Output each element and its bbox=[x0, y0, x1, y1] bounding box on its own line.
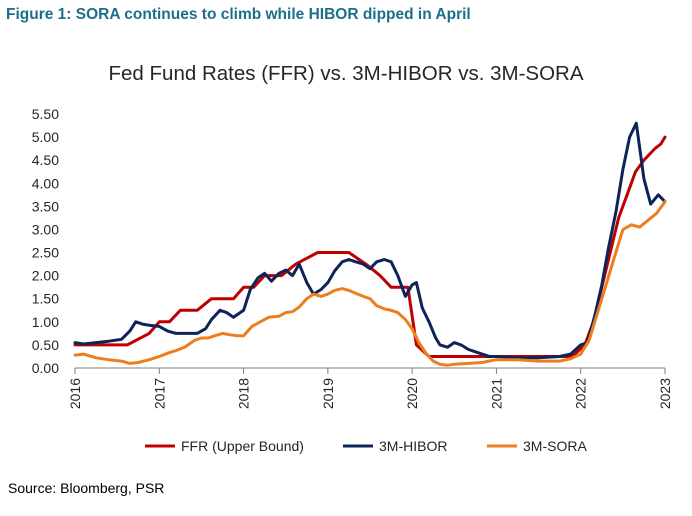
y-tick-label: 0.00 bbox=[32, 360, 59, 376]
y-tick-label: 3.00 bbox=[32, 221, 59, 237]
source-note: Source: Bloomberg, PSR bbox=[8, 480, 165, 496]
y-tick-label: 2.50 bbox=[32, 245, 59, 261]
x-axis: 2016 2017 2018 2019 2020 2021 2022 2023 bbox=[67, 367, 673, 409]
y-tick-label: 1.50 bbox=[32, 291, 59, 307]
series-line-0 bbox=[73, 135, 667, 358]
y-axis: 0.00 0.50 1.00 1.50 2.00 2.50 3.00 3.50 4.00 4.50… bbox=[32, 106, 59, 376]
y-tick-label: 5.50 bbox=[32, 106, 59, 122]
figure-title: Figure 1: SORA continues to climb while … bbox=[6, 6, 471, 23]
series-line-1 bbox=[73, 121, 667, 360]
chart-title: Fed Fund Rates (FFR) vs. 3M-HIBOR vs. 3M… bbox=[109, 62, 584, 85]
y-tick-label: 3.50 bbox=[32, 198, 59, 214]
x-tick-label: 2022 bbox=[573, 378, 589, 409]
x-tick-label: 2018 bbox=[236, 378, 252, 409]
y-tick-label: 4.50 bbox=[32, 152, 59, 168]
series-line-2 bbox=[73, 200, 667, 367]
legend-label-1: 3M-HIBOR bbox=[379, 438, 447, 454]
y-tick-label: 5.00 bbox=[32, 129, 59, 145]
legend-label-2: 3M-SORA bbox=[523, 438, 587, 454]
x-tick-label: 2021 bbox=[488, 378, 504, 409]
legend-label-0: FFR (Upper Bound) bbox=[181, 438, 304, 454]
series-lines bbox=[73, 121, 667, 367]
x-tick-label: 2019 bbox=[320, 378, 336, 409]
x-tick-label: 2023 bbox=[657, 378, 673, 409]
y-tick-label: 0.50 bbox=[32, 337, 59, 353]
x-tick-label: 2017 bbox=[151, 378, 167, 409]
x-tick-label: 2020 bbox=[404, 378, 420, 409]
y-tick-label: 1.00 bbox=[32, 314, 59, 330]
legend: FFR (Upper Bound) 3M-HIBOR 3M-SORA bbox=[145, 438, 587, 454]
x-tick-label: 2016 bbox=[67, 378, 83, 409]
y-tick-label: 2.00 bbox=[32, 268, 59, 284]
line-chart: Fed Fund Rates (FFR) vs. 3M-HIBOR vs. 3M… bbox=[32, 62, 673, 454]
y-tick-label: 4.00 bbox=[32, 175, 59, 191]
